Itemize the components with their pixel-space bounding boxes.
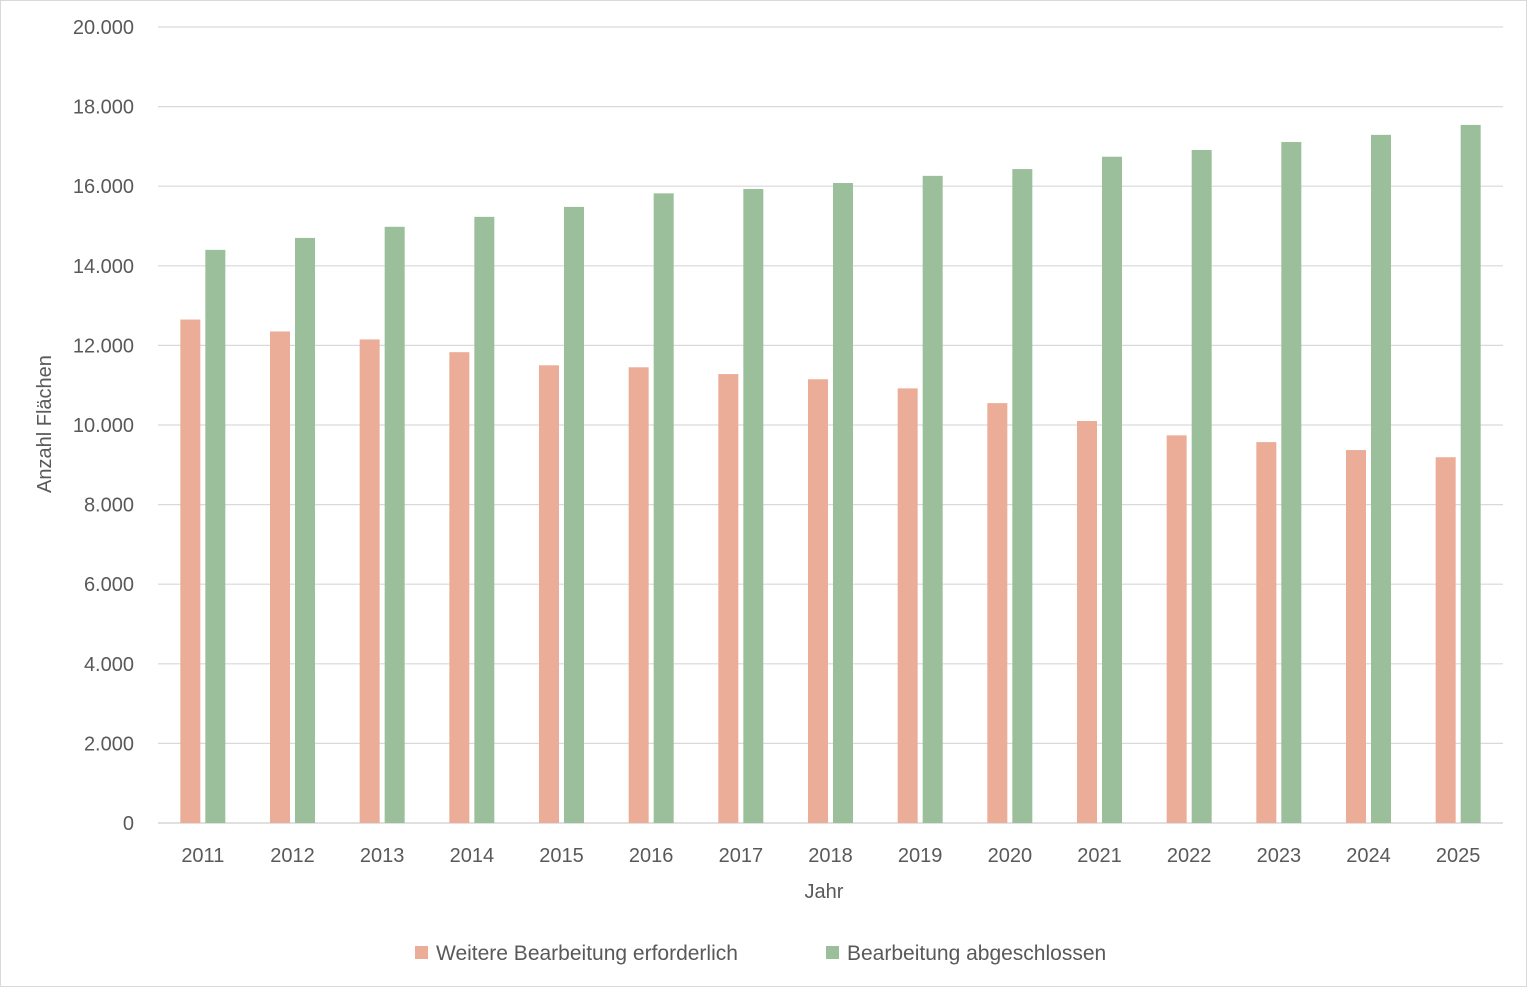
legend-label: Weitere Bearbeitung erforderlich <box>436 942 738 965</box>
x-tick-label: 2021 <box>1077 845 1122 867</box>
bar-bearbeitung-abgeschlossen <box>564 206 584 823</box>
x-tick-label: 2019 <box>898 845 943 867</box>
bar-bearbeitung-abgeschlossen <box>384 226 405 823</box>
legend: Weitere Bearbeitung erforderlich Bearbeit… <box>415 942 1106 965</box>
x-axis-ticks: 2011 2012 2013 2014 2015 2016 2017 2018 2019 2020… <box>181 845 1480 867</box>
bar-weitere-bearbeitung <box>897 388 918 823</box>
bar-weitere-bearbeitung <box>1256 442 1277 823</box>
bar-bearbeitung-abgeschlossen <box>1012 169 1033 823</box>
x-tick-label: 2016 <box>629 845 674 867</box>
x-tick-label: 2015 <box>539 845 584 867</box>
bar-bearbeitung-abgeschlossen <box>743 188 764 824</box>
bar-bearbeitung-abgeschlossen <box>295 237 315 823</box>
y-tick-label: 20.000 <box>73 17 134 39</box>
bar-bearbeitung-abgeschlossen <box>1281 142 1302 824</box>
bar-bearbeitung-abgeschlossen <box>1460 124 1481 823</box>
x-axis-title: Jahr <box>805 881 844 903</box>
bar-bearbeitung-abgeschlossen <box>1371 134 1391 823</box>
x-tick-label: 2018 <box>808 845 853 867</box>
y-tick-label: 18.000 <box>73 97 134 119</box>
y-tick-label: 4.000 <box>84 654 134 676</box>
y-tick-label: 6.000 <box>84 574 134 596</box>
legend-swatch <box>826 946 839 959</box>
y-tick-label: 2.000 <box>84 733 134 755</box>
bar-weitere-bearbeitung <box>1077 421 1097 823</box>
bar-weitere-bearbeitung <box>1435 457 1456 823</box>
y-axis-title: Anzahl Flächen <box>34 355 56 493</box>
bar-bearbeitung-abgeschlossen <box>1102 156 1122 824</box>
bar-bearbeitung-abgeschlossen <box>922 175 943 824</box>
bar-bearbeitung-abgeschlossen <box>205 249 226 823</box>
bar-bearbeitung-abgeschlossen <box>474 216 495 823</box>
bar-weitere-bearbeitung <box>539 365 559 823</box>
bar-bearbeitung-abgeschlossen <box>833 183 853 824</box>
gridlines <box>158 26 1503 824</box>
y-axis-ticks: 0 2.000 4.000 6.000 8.000 10.000 12.000 14.000 1… <box>73 17 134 835</box>
legend-swatch <box>415 946 428 959</box>
bar-bearbeitung-abgeschlossen <box>653 193 674 823</box>
y-tick-label: 16.000 <box>73 176 134 198</box>
x-tick-label: 2020 <box>988 845 1033 867</box>
bar-weitere-bearbeitung <box>449 352 470 823</box>
x-tick-label: 2013 <box>360 845 405 867</box>
y-tick-label: 8.000 <box>84 495 134 517</box>
x-tick-label: 2022 <box>1167 845 1212 867</box>
x-tick-label: 2025 <box>1436 845 1481 867</box>
x-tick-label: 2017 <box>719 845 764 867</box>
x-tick-label: 2023 <box>1257 845 1302 867</box>
bar-weitere-bearbeitung <box>1166 435 1187 823</box>
y-tick-label: 12.000 <box>73 335 134 357</box>
x-tick-label: 2011 <box>181 845 224 867</box>
bar-weitere-bearbeitung <box>270 331 290 823</box>
bars <box>180 124 1481 824</box>
legend-label: Bearbeitung abgeschlossen <box>847 942 1106 965</box>
bar-weitere-bearbeitung <box>987 403 1008 823</box>
y-tick-label: 0 <box>123 813 134 835</box>
y-tick-label: 10.000 <box>73 415 134 437</box>
bar-weitere-bearbeitung <box>180 319 201 823</box>
y-tick-label: 14.000 <box>73 256 134 278</box>
x-tick-label: 2012 <box>270 845 315 867</box>
bar-weitere-bearbeitung <box>628 367 649 823</box>
bar-bearbeitung-abgeschlossen <box>1191 149 1212 823</box>
bar-weitere-bearbeitung <box>1346 450 1366 823</box>
x-tick-label: 2024 <box>1346 845 1391 867</box>
x-tick-label: 2014 <box>450 845 495 867</box>
bar-weitere-bearbeitung <box>359 339 380 823</box>
bar-weitere-bearbeitung <box>718 374 739 823</box>
bar-weitere-bearbeitung <box>808 379 828 823</box>
